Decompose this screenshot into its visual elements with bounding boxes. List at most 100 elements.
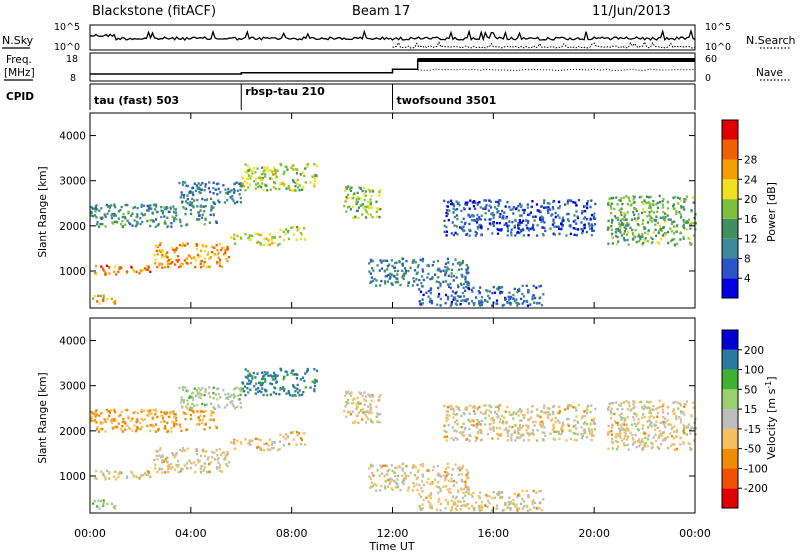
freq-label: Freq. <box>6 54 32 66</box>
vel-bar-swatch-7 <box>722 349 738 370</box>
power-panel: 1000 2000 3000 4000 Slant Range [km] <box>37 112 697 309</box>
station-title: Blackstone (fitACF) <box>92 4 216 19</box>
power-bar-tick-6: 28 <box>744 155 757 167</box>
velocity-echo-band-2 <box>230 437 281 452</box>
noise-panel-frame <box>89 24 696 51</box>
power-bar-tick-5: 24 <box>744 174 758 186</box>
nsearch-noise-line <box>392 40 696 49</box>
power-echo-band-5 <box>178 181 244 205</box>
vel-bar-swatch-0 <box>722 488 738 508</box>
time-tick-5: 20:00 <box>578 527 610 540</box>
velocity-scale-label: Velocity [m s-1] <box>764 376 778 459</box>
time-tick-3: 12:00 <box>377 527 409 540</box>
velocity-echo-band-12 <box>92 499 117 510</box>
cpid-panel: tau (fast) 503 rbsp-tau 210 twofsound 3501 <box>89 83 696 110</box>
power-echo-band-3 <box>279 225 307 242</box>
velocity-echo-band-3 <box>279 430 307 447</box>
frequency-panel: 18 8 60 0 <box>66 52 717 84</box>
vel-axes-range-tick-3: 4000 <box>59 336 86 348</box>
noise-right-tick-high: 10^5 <box>705 22 731 33</box>
time-tick-4: 16:00 <box>477 527 509 540</box>
power-bar-swatch-6 <box>722 159 738 180</box>
velocity-panel: 1000 2000 3000 4000 Slant Range [km] <box>37 317 697 514</box>
vel-bar-tick-5: 50 <box>744 384 757 396</box>
frequency-panel-frame <box>89 52 696 82</box>
power-scale-label: Power [dB] <box>765 182 778 242</box>
velocity-echo-band-8 <box>368 462 470 492</box>
vel-bar-tick-4: 15 <box>744 404 757 416</box>
time-tick-6: 00:00 <box>679 527 711 540</box>
power-bar-tick-2: 12 <box>744 234 757 246</box>
vel-bar-swatch-2 <box>722 448 738 469</box>
power-axes-range-tick-3: 4000 <box>59 131 86 143</box>
vel-axes-range-tick-0: 1000 <box>59 471 86 483</box>
power-bar-swatch-0 <box>722 278 738 298</box>
power-echo-band-6 <box>241 162 319 192</box>
nsearch-label: N.Search <box>746 34 796 47</box>
power-bar-swatch-5 <box>722 179 738 200</box>
time-axis-label: Time UT <box>368 540 414 553</box>
beam-title: Beam 17 <box>352 4 410 19</box>
vel-bar-tick-6: 100 <box>744 365 764 377</box>
vel-bar-tick-7: 200 <box>744 345 764 357</box>
velocity-echo-band-6 <box>241 367 319 397</box>
power-echo-band-10 <box>443 198 597 237</box>
power-echo-band-4 <box>90 203 218 229</box>
power-bar-tick-1: 8 <box>744 253 751 265</box>
power-echo-band-1 <box>153 242 230 269</box>
power-bar-tick-0: 4 <box>744 273 751 285</box>
cpid-segment-2: twofsound 3501 <box>397 94 497 107</box>
power-bar-swatch-3 <box>722 218 738 239</box>
power-panel-frame <box>89 112 696 309</box>
vel-bar-tick-0: -200 <box>744 483 768 495</box>
vel-bar-tick-3: -15 <box>744 424 761 436</box>
cpid-segment-1: rbsp-tau 210 <box>245 85 325 98</box>
cpid-segment-0: tau (fast) 503 <box>94 94 179 107</box>
nave-line <box>417 68 696 72</box>
power-axes-range-tick-0: 1000 <box>59 266 86 278</box>
power-bar-swatch-8 <box>722 120 738 140</box>
nave-label: Nave <box>756 67 783 79</box>
power-echo-band-2 <box>230 232 281 247</box>
power-echo-band-7 <box>343 185 382 220</box>
time-tick-1: 04:00 <box>175 527 207 540</box>
velocity-panel-frame <box>89 317 696 514</box>
cpid-label: CPID <box>6 91 34 103</box>
power-bar-swatch-2 <box>722 238 738 259</box>
velocity-echo-band-7 <box>343 390 382 425</box>
noise-right-tick-low: 10^0 <box>705 42 731 53</box>
nsky-noise-line <box>89 28 696 42</box>
time-tick-0: 00:00 <box>74 527 106 540</box>
vel-bar-swatch-3 <box>722 428 738 449</box>
velocity-echo-band-11 <box>606 399 697 452</box>
frequency-line <box>90 58 695 75</box>
vel-bar-swatch-1 <box>722 468 738 489</box>
freq-left-tick-high: 18 <box>66 54 78 65</box>
velocity-echo-band-0 <box>94 469 152 481</box>
power-bar-tick-3: 16 <box>744 214 758 226</box>
freq-right-tick-low: 0 <box>705 73 711 84</box>
noise-left-tick-low: 10^0 <box>54 42 80 53</box>
time-tick-2: 08:00 <box>276 527 308 540</box>
vel-bar-swatch-4 <box>722 409 738 429</box>
power-echo-band-8 <box>368 257 470 287</box>
vel-bar-tick-1: -100 <box>744 463 768 475</box>
power-echo-band-11 <box>606 194 697 247</box>
date-title: 11/Jun/2013 <box>592 4 671 19</box>
power-axes-range-tick-2: 3000 <box>59 176 86 188</box>
velocity-echo-band-9 <box>418 489 545 512</box>
velocity-range-axis-label: Slant Range [km] <box>37 372 49 463</box>
vel-axes-range-tick-1: 2000 <box>59 426 86 438</box>
power-axes-range-tick-1: 2000 <box>59 221 86 233</box>
velocity-echo-band-5 <box>178 386 244 410</box>
vel-axes-range-tick-2: 3000 <box>59 381 86 393</box>
freq-unit-label: [MHz] <box>4 67 35 79</box>
vel-bar-tick-2: -50 <box>744 444 761 456</box>
noise-panel: 10^5 10^0 10^5 10^0 <box>54 22 731 53</box>
power-range-axis-label: Slant Range [km] <box>37 166 49 257</box>
vel-bar-swatch-6 <box>722 369 738 390</box>
power-echo-band-0 <box>94 264 152 276</box>
vel-bar-swatch-8 <box>722 330 738 350</box>
